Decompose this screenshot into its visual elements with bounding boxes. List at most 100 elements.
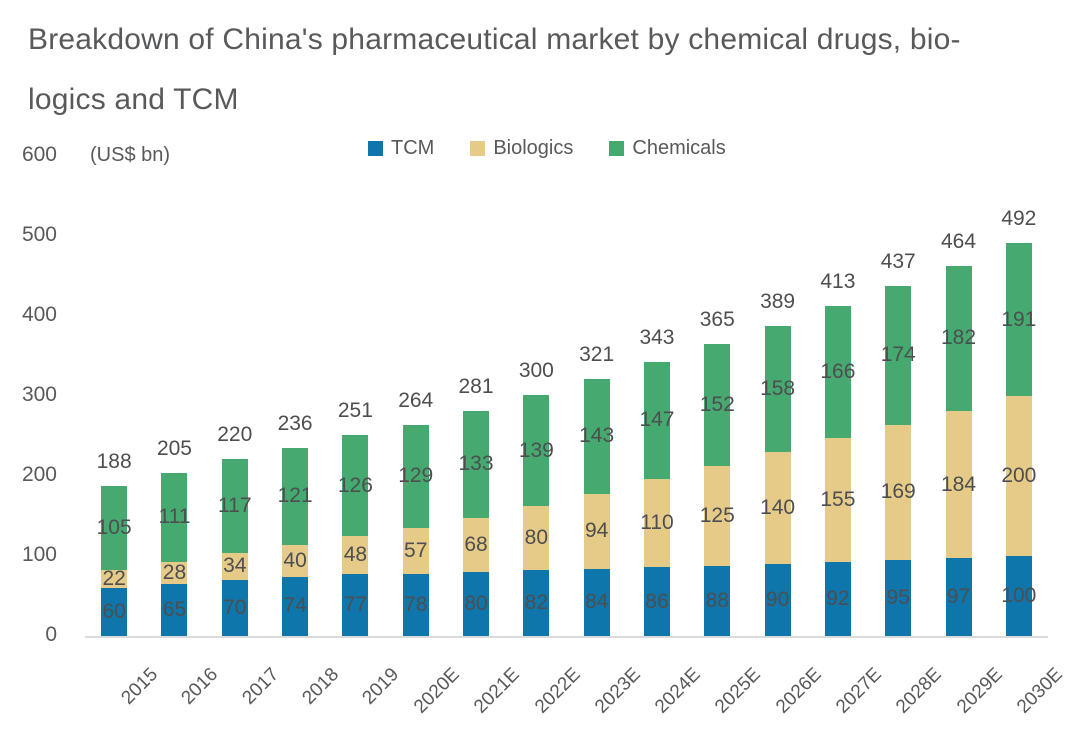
segment-chemicals: 174 — [881, 285, 916, 425]
segment-biologics: 140 — [760, 452, 795, 564]
bar-total-label: 205 — [156, 436, 192, 460]
bar-total-label: 365 — [699, 308, 735, 332]
segment-tcm: 60 — [101, 588, 128, 636]
segment-tcm: 78 — [402, 573, 429, 636]
segment-biologics: 110 — [640, 479, 674, 568]
segment-value-label: 169 — [880, 480, 916, 504]
bar-group-2022e: 300 139 80 82 2022E — [506, 156, 585, 717]
legend-label: Chemicals — [632, 137, 726, 159]
segment-tcm: 82 — [523, 570, 550, 636]
segment-value-label: 22 — [102, 567, 126, 591]
segment-value-label: 191 — [1001, 307, 1037, 331]
legend: TCM Biologics Chemicals — [368, 137, 726, 160]
segment-biologics: 40 — [282, 544, 309, 577]
segment-tcm: 86 — [643, 567, 670, 636]
segment-value-label: 86 — [645, 589, 669, 613]
segment-biologics: 184 — [941, 411, 976, 559]
segment-tcm: 74 — [282, 576, 309, 636]
x-axis-label-2016: 2016 — [177, 664, 223, 709]
segment-biologics: 80 — [523, 506, 550, 571]
legend-label: TCM — [391, 137, 435, 159]
segment-value-label: 90 — [765, 588, 790, 611]
segment-tcm: 84 — [583, 568, 610, 636]
segment-value-label: 111 — [158, 505, 191, 529]
x-axis-label-2027e: 2027E — [832, 664, 886, 718]
segment-value-label: 48 — [343, 543, 368, 567]
y-tick-label: 400 — [21, 303, 57, 326]
y-tick-label: 600 — [21, 143, 57, 166]
y-tick-label: 500 — [21, 223, 57, 246]
segment-tcm: 90 — [764, 564, 791, 636]
bar-total-label: 281 — [458, 375, 494, 399]
chart-title-line1: Breakdown of China's pharmaceutical mark… — [28, 23, 961, 56]
segment-value-label: 95 — [886, 586, 910, 609]
bar-total-label: 251 — [337, 399, 373, 423]
x-axis-label-2020e: 2020E — [410, 664, 464, 718]
segment-value-label: 80 — [524, 526, 549, 550]
segment-value-label: 200 — [1001, 464, 1037, 487]
y-tick-label: 300 — [21, 383, 57, 406]
segment-value-label: 143 — [579, 424, 615, 448]
segment-value-label: 40 — [283, 548, 307, 572]
segment-value-label: 100 — [1001, 584, 1037, 607]
segment-value-label: 182 — [941, 326, 977, 350]
segment-chemicals: 139 — [519, 395, 554, 507]
segment-value-label: 97 — [946, 585, 971, 609]
x-axis-label-2019: 2019 — [358, 664, 404, 709]
segment-value-label: 110 — [640, 511, 674, 535]
y-axis-unit-label: (US$ bn) — [90, 144, 171, 166]
legend-swatch-icon — [609, 141, 625, 156]
segment-chemicals: 191 — [1001, 243, 1036, 396]
segment-value-label: 184 — [941, 472, 977, 496]
bar-group-2016: 205 111 28 65 2016 — [144, 156, 223, 709]
segment-value-label: 92 — [826, 587, 850, 611]
bar-total-label: 300 — [518, 359, 554, 383]
segment-chemicals: 129 — [398, 424, 433, 529]
segment-biologics: 155 — [820, 438, 855, 563]
segment-value-label: 129 — [398, 464, 434, 488]
segment-value-label: 147 — [639, 408, 675, 432]
bar-group-2019: 251 126 48 77 2019 — [325, 156, 404, 709]
x-axis-label-2018: 2018 — [298, 664, 344, 709]
segment-biologics: 94 — [583, 493, 610, 569]
x-axis-label-2025e: 2025E — [711, 664, 766, 718]
bar-total-label: 343 — [639, 325, 675, 349]
segment-value-label: 70 — [223, 596, 247, 619]
x-axis-label-2026e: 2026E — [771, 664, 826, 718]
segment-value-label: 133 — [458, 452, 494, 476]
bar-group-2030e: 492 191 200 100 2030E — [989, 156, 1067, 718]
x-axis-label-2024e: 2024E — [651, 664, 705, 718]
x-axis-label-2023e: 2023E — [590, 664, 645, 718]
segment-chemicals: 121 — [278, 448, 313, 545]
segment-tcm: 95 — [885, 560, 912, 636]
legend-swatch-icon — [470, 141, 486, 156]
segment-value-label: 174 — [880, 343, 916, 367]
y-tick-label: 100 — [21, 543, 57, 566]
segment-value-label: 94 — [584, 519, 609, 543]
x-axis-label-2017: 2017 — [238, 664, 283, 709]
bar-total-label: 188 — [96, 450, 132, 474]
segment-tcm: 80 — [463, 572, 490, 636]
segment-value-label: 34 — [223, 554, 247, 578]
segment-biologics: 169 — [881, 424, 916, 560]
segment-tcm: 97 — [945, 558, 972, 636]
segment-value-label: 28 — [162, 560, 187, 584]
segment-value-label: 78 — [404, 592, 428, 616]
segment-value-label: 117 — [218, 494, 252, 518]
bar-group-2024e: 343 147 110 86 2024E — [627, 156, 705, 718]
segment-chemicals: 182 — [941, 265, 976, 412]
x-axis-label-2015: 2015 — [117, 664, 163, 709]
segment-biologics: 28 — [161, 560, 188, 584]
legend-item-tcm: TCM — [368, 137, 434, 160]
segment-value-label: 68 — [464, 532, 488, 556]
legend-label: Biologics — [493, 137, 574, 159]
segment-chemicals: 158 — [760, 325, 795, 452]
bar-group-2023e: 321 143 94 84 2023E — [567, 156, 645, 717]
segment-biologics: 57 — [402, 528, 429, 574]
segment-value-label: 158 — [760, 376, 796, 400]
segment-tcm: 77 — [342, 574, 369, 636]
chart-title: Breakdown of China's pharmaceutical mark… — [28, 10, 961, 130]
segment-biologics: 125 — [700, 465, 735, 566]
legend-item-biologics: Biologics — [470, 137, 573, 160]
